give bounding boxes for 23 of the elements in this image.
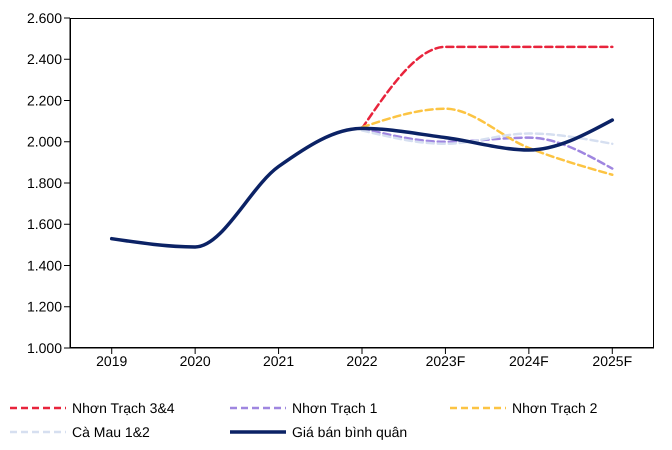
y-tick-label: 1.200 (26, 298, 62, 315)
y-tick-label: 2.000 (26, 134, 62, 150)
y-tick-label: 1.000 (26, 340, 62, 356)
x-tick-label: 2024F (509, 352, 549, 369)
y-tick-label: 2.200 (26, 92, 62, 108)
x-tick-label: 2019 (96, 352, 128, 369)
legend-label: Nhơn Trạch 1 (292, 400, 378, 416)
y-tick-label: 1.800 (26, 174, 62, 191)
legend-label: Cà Mau 1&2 (72, 424, 150, 440)
legend-label: Giá bán bình quân (292, 424, 408, 440)
x-tick-label: 2025F (592, 352, 632, 369)
x-tick-label: 2021 (262, 352, 294, 369)
y-tick-label: 2.400 (26, 51, 62, 68)
legend-label: Nhơn Trạch 2 (512, 400, 598, 416)
x-tick-label: 2020 (180, 352, 211, 369)
legend-label: Nhơn Trạch 3&4 (72, 400, 175, 416)
x-tick-label: 2023F (426, 352, 466, 369)
y-tick-label: 1.400 (26, 257, 62, 274)
y-tick-label: 1.600 (26, 216, 62, 232)
line-series (110, 118, 614, 249)
line-series (360, 108, 614, 176)
x-tick-label: 2022 (346, 352, 378, 369)
y-tick-label: 2.600 (26, 10, 62, 26)
